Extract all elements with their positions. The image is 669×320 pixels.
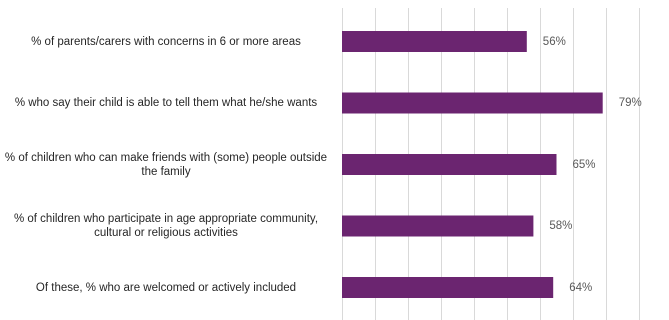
bar bbox=[342, 154, 557, 175]
value-label: 56% bbox=[542, 35, 566, 48]
category-label: % who say their child is able to tell th… bbox=[14, 97, 318, 109]
category-label: % of children who participate in age app… bbox=[13, 213, 319, 239]
category-label: Of these, % who are welcomed or actively… bbox=[35, 281, 297, 294]
bar bbox=[342, 277, 554, 298]
bar bbox=[342, 215, 534, 237]
category-label: % of children who can make friends with … bbox=[4, 151, 328, 178]
category-label: % of parents/carers with concerns in 6 o… bbox=[31, 35, 301, 48]
bar bbox=[342, 92, 603, 114]
value-label: 58% bbox=[549, 220, 573, 232]
value-label: 64% bbox=[569, 281, 593, 294]
bar bbox=[342, 31, 527, 52]
value-label: 65% bbox=[572, 158, 596, 171]
value-label: 79% bbox=[618, 97, 642, 109]
